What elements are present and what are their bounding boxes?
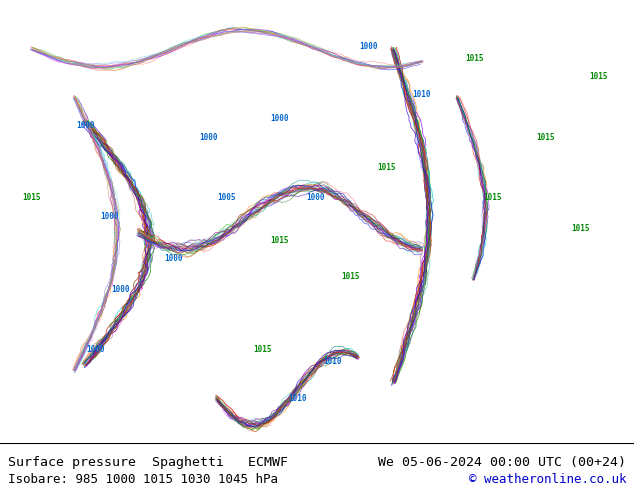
Text: 1000: 1000 [271, 115, 289, 123]
Text: 1010: 1010 [324, 358, 342, 367]
Text: 1000: 1000 [86, 345, 105, 354]
Text: © weatheronline.co.uk: © weatheronline.co.uk [469, 473, 626, 486]
Text: 1015: 1015 [483, 194, 501, 202]
Text: 1000: 1000 [101, 212, 119, 220]
Text: 1000: 1000 [306, 194, 325, 202]
Text: Isobare: 985 1000 1015 1030 1045 hPa: Isobare: 985 1000 1015 1030 1045 hPa [8, 473, 278, 486]
Text: 1015: 1015 [271, 236, 289, 245]
Text: 1015: 1015 [23, 194, 41, 202]
Text: 1010: 1010 [412, 90, 430, 99]
Text: 1015: 1015 [590, 72, 608, 81]
Text: 1015: 1015 [536, 133, 555, 142]
Text: 1000: 1000 [111, 285, 130, 294]
Text: 1015: 1015 [341, 272, 360, 281]
Text: 1015: 1015 [572, 224, 590, 233]
Text: We 05-06-2024 00:00 UTC (00+24): We 05-06-2024 00:00 UTC (00+24) [378, 457, 626, 469]
Text: 1000: 1000 [200, 133, 218, 142]
Text: 1000: 1000 [359, 42, 378, 50]
Text: 1000: 1000 [75, 121, 94, 129]
Text: Surface pressure  Spaghetti   ECMWF: Surface pressure Spaghetti ECMWF [8, 457, 288, 469]
Text: 1005: 1005 [217, 194, 236, 202]
Text: 1015: 1015 [377, 163, 396, 172]
Text: 1015: 1015 [253, 345, 271, 354]
Text: 1010: 1010 [288, 394, 307, 403]
Text: 1000: 1000 [164, 254, 183, 263]
Text: 1015: 1015 [465, 54, 484, 63]
